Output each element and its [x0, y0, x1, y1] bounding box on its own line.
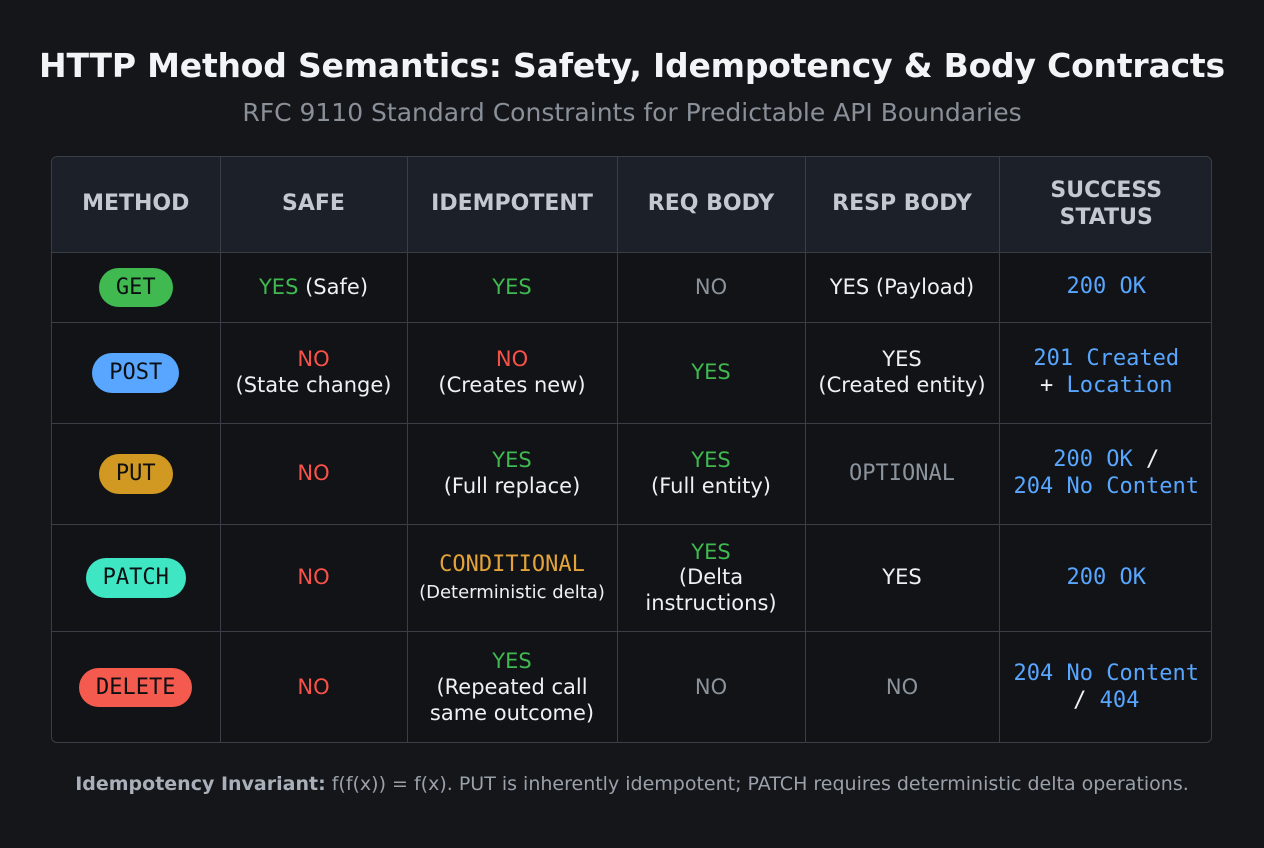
- footer-text: f(f(x)) = f(x). PUT is inherently idempo…: [331, 773, 1189, 795]
- table-row-post: POST NO (State change) NO (Creates new) YE…: [52, 322, 1211, 424]
- header-resp-body: RESP BODY: [804, 157, 1000, 253]
- status-cell: 201 Created + Location: [998, 322, 1211, 424]
- header-method: METHOD: [52, 157, 221, 253]
- header-success-status: SUCCESS STATUS: [998, 157, 1211, 253]
- table-header-row: METHOD SAFE IDEMPOTENT REQ BODY RESP BOD…: [52, 157, 1211, 253]
- method-cell: DELETE: [52, 631, 221, 742]
- method-table: METHOD SAFE IDEMPOTENT REQ BODY RESP BOD…: [51, 156, 1212, 743]
- req-body-cell: YES (Full entity): [616, 423, 806, 525]
- method-badge-get: GET: [98, 267, 173, 308]
- footer-label: Idempotency Invariant:: [75, 773, 326, 795]
- method-cell: PATCH: [52, 524, 221, 632]
- method-badge-put: PUT: [98, 454, 173, 494]
- status-cell: 204 No Content/ 404: [998, 631, 1211, 742]
- idempotent-cell: YES (Full replace): [406, 423, 618, 525]
- resp-body-cell: YES (Created entity): [804, 322, 1000, 424]
- safe-cell: NO: [219, 631, 408, 742]
- status-cell: 200 OK: [998, 252, 1211, 323]
- method-badge-post: POST: [92, 353, 180, 393]
- safe-cell: NO: [219, 524, 408, 632]
- resp-body-cell: NO: [804, 631, 1000, 742]
- method-badge-patch: PATCH: [85, 558, 186, 598]
- page-subtitle: RFC 9110 Standard Constraints for Predic…: [242, 98, 1022, 127]
- footer-note: Idempotency Invariant: f(f(x)) = f(x). P…: [0, 773, 1264, 795]
- req-body-cell: NO: [616, 631, 806, 742]
- req-body-cell: YES: [616, 322, 806, 424]
- idempotent-cell: YES: [406, 252, 618, 323]
- table-row-put: PUT NO YES (Full replace) YES (Full entity…: [52, 423, 1211, 525]
- method-cell: POST: [52, 322, 221, 424]
- resp-body-cell: YES (Payload): [804, 252, 1000, 323]
- method-cell: GET: [52, 252, 221, 323]
- idempotent-cell: CONDITIONAL (Deterministic delta): [406, 524, 618, 632]
- safe-cell: NO: [219, 423, 408, 525]
- method-badge-delete: DELETE: [79, 668, 193, 708]
- req-body-cell: YES (Delta instructions): [616, 524, 806, 632]
- header-idempotent: IDEMPOTENT: [406, 157, 618, 253]
- page-title: HTTP Method Semantics: Safety, Idempoten…: [39, 46, 1225, 85]
- idempotent-cell: YES (Repeated call same outcome): [406, 631, 618, 742]
- header-safe: SAFE: [219, 157, 408, 253]
- status-cell: 200 OK /204 No Content: [998, 423, 1211, 525]
- method-cell: PUT: [52, 423, 221, 525]
- req-body-cell: NO: [616, 252, 806, 323]
- idempotent-cell: NO (Creates new): [406, 322, 618, 424]
- safe-cell: YES (Safe): [219, 252, 408, 323]
- resp-body-cell: OPTIONAL: [804, 423, 1000, 525]
- header-req-body: REQ BODY: [616, 157, 806, 253]
- resp-body-cell: YES: [804, 524, 1000, 632]
- table-row-patch: PATCH NO CONDITIONAL (Deterministic delta…: [52, 524, 1211, 632]
- safe-cell: NO (State change): [219, 322, 408, 424]
- status-cell: 200 OK: [998, 524, 1211, 632]
- table-row-get: GET YES (Safe) YES NO YES (Payload) 200 …: [52, 252, 1211, 323]
- table-row-delete: DELETE NO YES (Repeated call same outcome)…: [52, 631, 1211, 742]
